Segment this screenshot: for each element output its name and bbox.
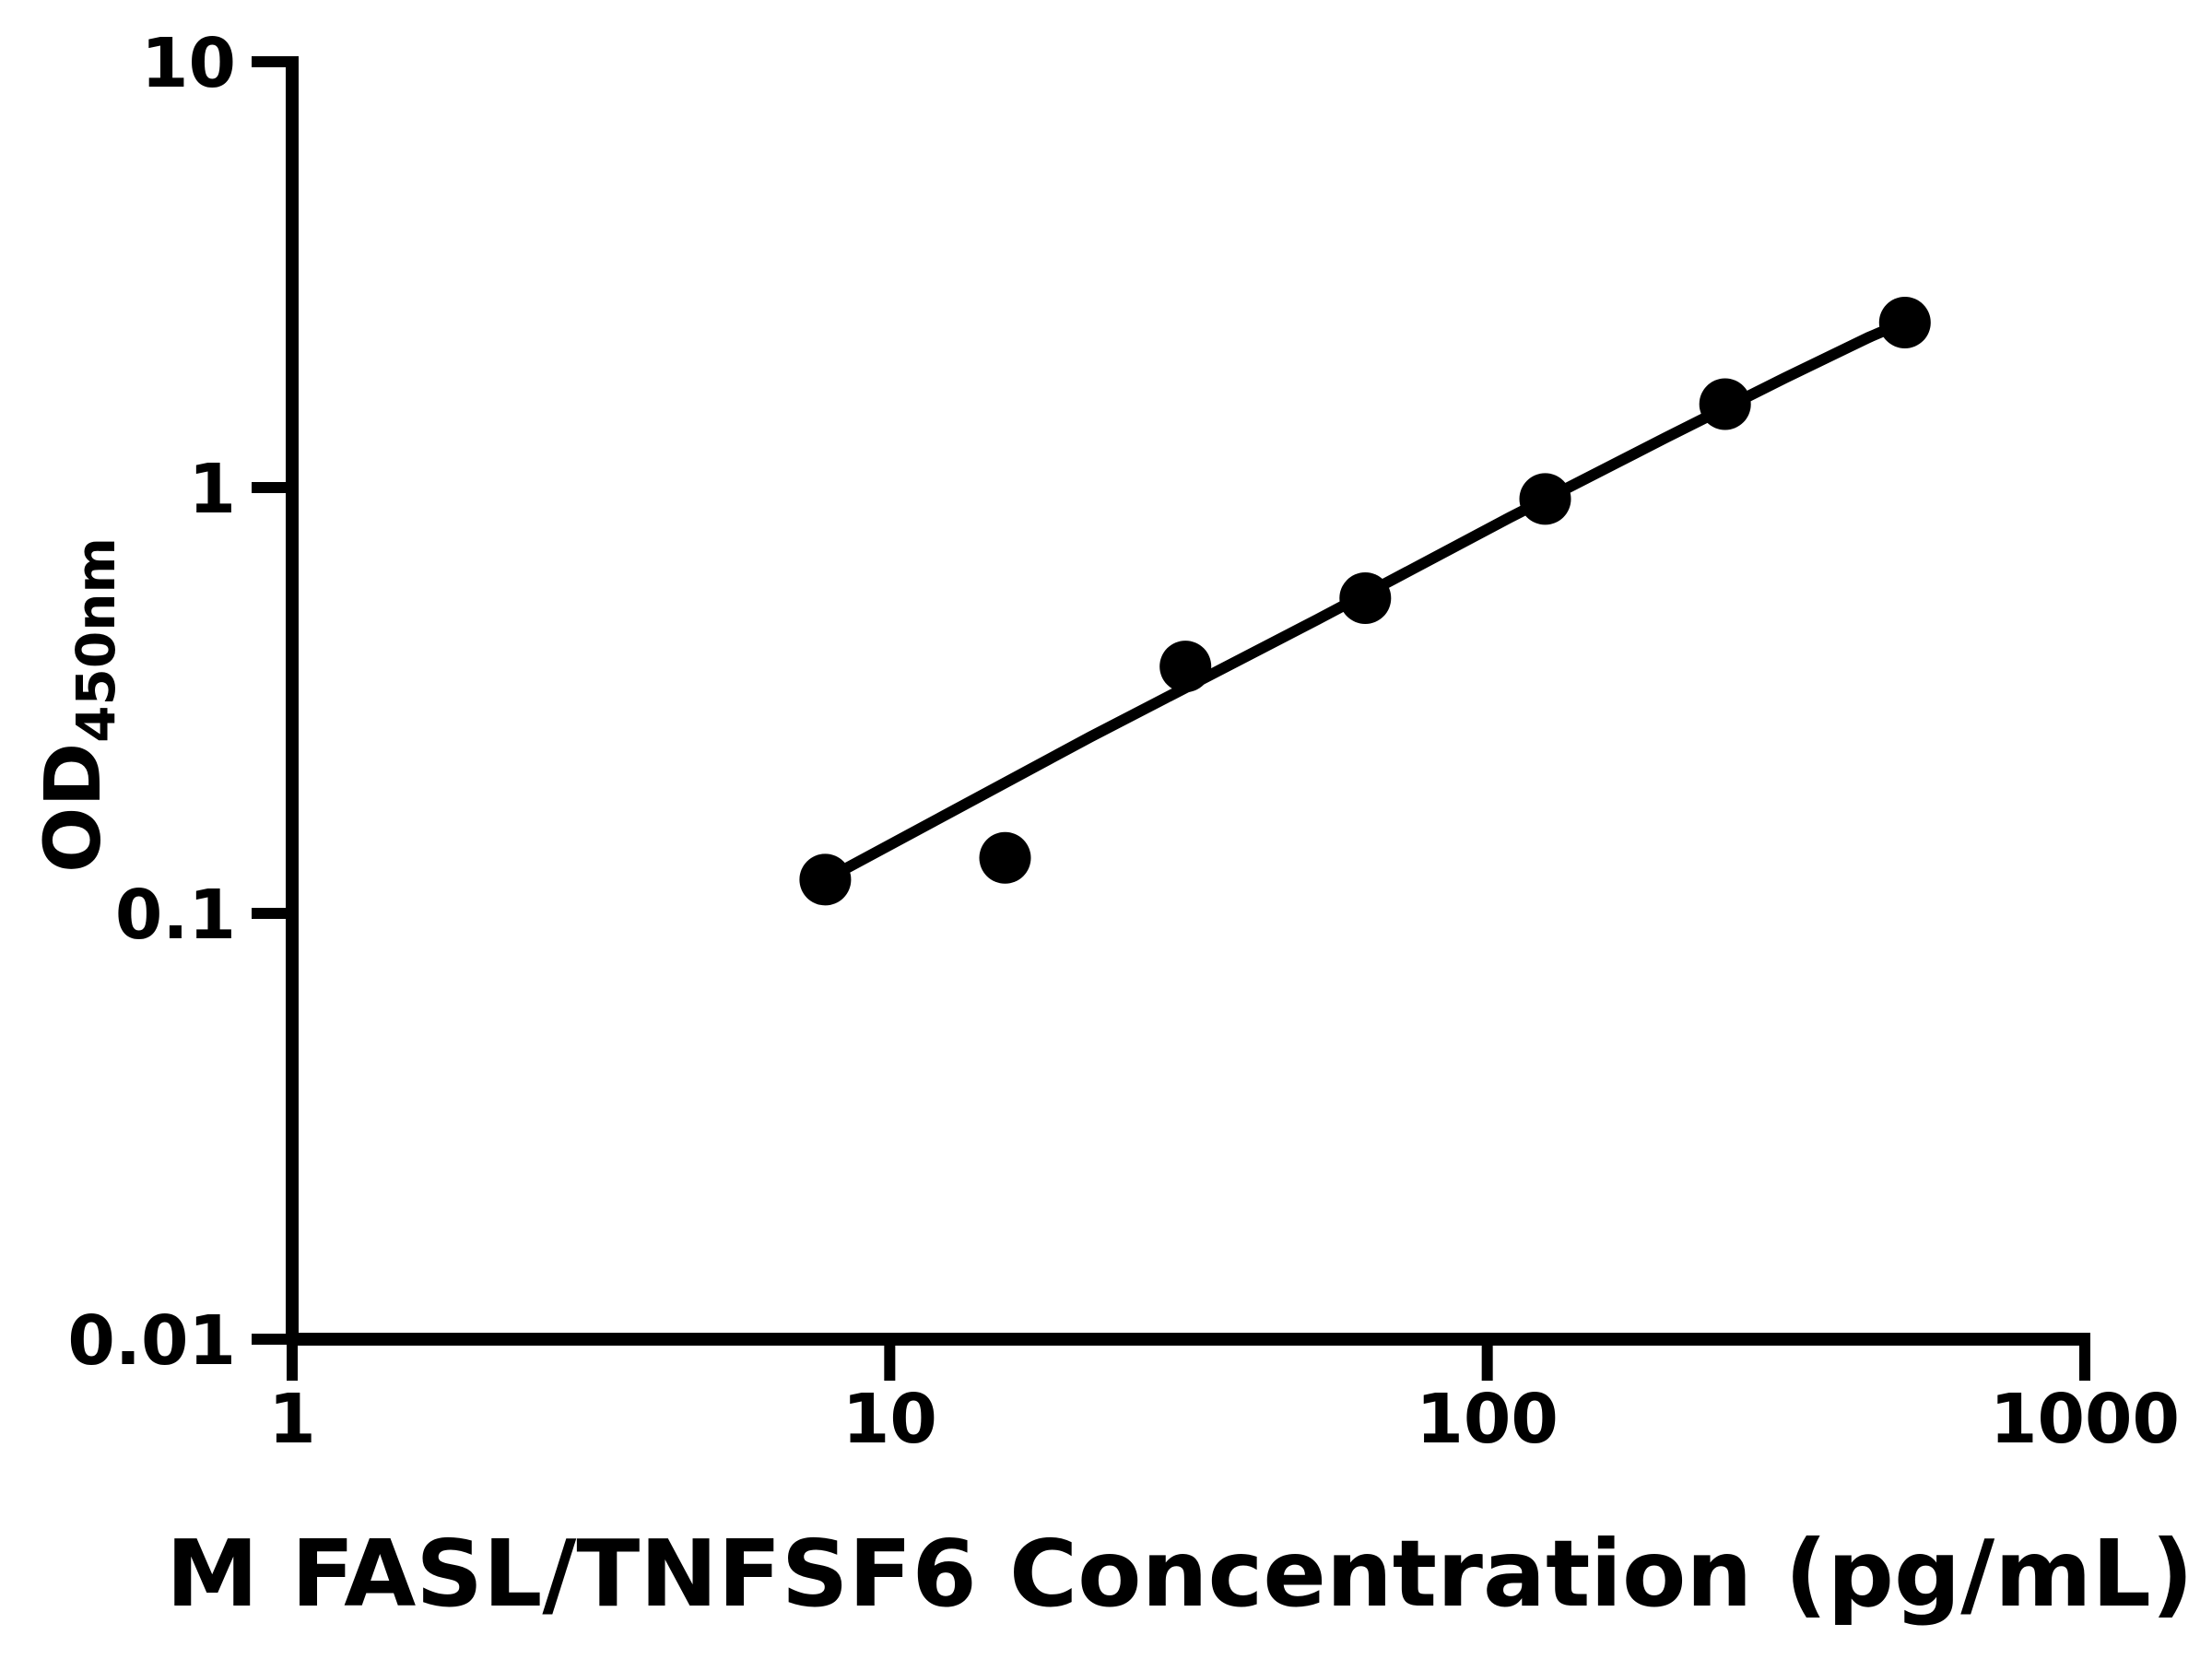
x-axis-title: M FASL/TNFSF6 Concentration (pg/mL) [166, 1520, 2194, 1628]
y-axis-title-main: OD [28, 743, 118, 873]
data-point [1159, 641, 1212, 693]
x-tick-label: 10 [842, 1380, 937, 1459]
y-tick-label: 1 [189, 450, 237, 529]
data-point [1878, 297, 1931, 348]
fit-line [819, 317, 1910, 886]
data-points-group [799, 297, 1931, 906]
data-point [799, 853, 852, 906]
y-tick-label: 10 [141, 24, 236, 103]
y-tick-label: 0.01 [67, 1301, 236, 1381]
data-point [1519, 473, 1571, 525]
data-point [979, 831, 1031, 884]
x-tick-label: 100 [1416, 1380, 1558, 1459]
data-point [1699, 378, 1751, 430]
fit-curve-group [819, 317, 1910, 886]
x-tick-label: 1000 [1990, 1380, 2180, 1459]
y-axis-title: OD450nm [28, 537, 127, 873]
y-tick-label: 0.1 [115, 876, 236, 955]
axes-group: 10 1 0.1 0.01 1 10 100 1000 [67, 24, 2180, 1459]
y-axis-title-subscript: 450nm [65, 537, 127, 743]
data-point [1339, 572, 1392, 624]
x-tick-label: 1 [268, 1380, 316, 1459]
